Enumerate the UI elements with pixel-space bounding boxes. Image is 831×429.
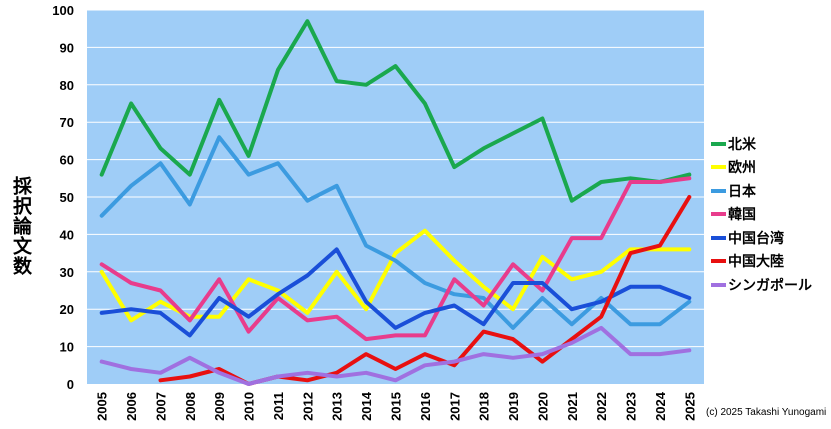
legend-item: 中国台湾 — [711, 226, 812, 250]
x-tick-label: 2023 — [624, 392, 639, 421]
legend-label: シンガポール — [728, 277, 812, 294]
series-line — [99, 176, 692, 342]
y-tick-label: 40 — [60, 227, 74, 242]
x-tick-label: 2008 — [183, 392, 198, 421]
x-tick-label: 2017 — [447, 392, 462, 421]
legend-label: 日本 — [728, 183, 756, 200]
series-line — [99, 135, 692, 330]
x-tick-label: 2021 — [565, 392, 580, 421]
x-tick-label: 2025 — [682, 392, 697, 421]
x-tick-label: 2016 — [418, 392, 433, 421]
x-tick-label: 2022 — [594, 392, 609, 421]
y-tick-label: 30 — [60, 265, 74, 280]
legend-swatch — [711, 282, 726, 287]
series-lines — [99, 19, 692, 386]
x-tick-label: 2020 — [535, 392, 550, 421]
legend-swatch — [711, 259, 726, 264]
x-tick-label: 2006 — [124, 392, 139, 421]
x-tick-label: 2010 — [242, 392, 257, 421]
legend-swatch — [711, 141, 726, 146]
x-axis-ticks: 2005 2006 2007 2008 2009 2010 2011 2012 2013 2014… — [95, 391, 698, 421]
x-tick-label: 2024 — [653, 391, 668, 421]
series-line — [99, 19, 692, 203]
legend-item: 北米 — [711, 132, 812, 156]
x-tick-label: 2009 — [212, 392, 227, 421]
series-line — [99, 247, 692, 338]
gridlines — [87, 9, 704, 348]
x-tick-label: 2005 — [95, 392, 110, 421]
y-tick-label: 50 — [60, 190, 74, 205]
y-axis-ticks: 0 10 20 30 40 50 60 70 80 90 100 — [52, 3, 74, 392]
legend-item: 中国大陸 — [711, 250, 812, 274]
legend-item: シンガポール — [711, 273, 812, 297]
x-tick-label: 2014 — [359, 391, 374, 421]
legend-swatch — [711, 212, 726, 217]
y-axis-label: 採択論文数 — [10, 176, 32, 276]
series-line — [99, 228, 692, 323]
legend-item: 欧州 — [711, 156, 812, 180]
legend-label: 韓国 — [728, 207, 756, 224]
copyright-notice: (c) 2025 Takashi Yunogami — [706, 407, 827, 418]
legend-swatch — [711, 235, 726, 240]
y-tick-label: 20 — [60, 302, 74, 317]
legend-label: 欧州 — [728, 160, 756, 177]
legend-label: 中国大陸 — [728, 254, 784, 271]
legend: 北米欧州日本韓国中国台湾中国大陸シンガポール — [711, 132, 812, 297]
y-tick-label: 10 — [60, 340, 74, 355]
y-tick-label: 80 — [60, 78, 74, 93]
series-line — [99, 325, 692, 386]
legend-item: 日本 — [711, 179, 812, 203]
y-tick-label: 70 — [60, 115, 74, 130]
x-tick-label: 2013 — [330, 392, 345, 421]
x-tick-label: 2012 — [300, 392, 315, 421]
legend-swatch — [711, 165, 726, 170]
legend-label: 中国台湾 — [728, 230, 784, 247]
legend-swatch — [711, 188, 726, 193]
x-tick-label: 2007 — [153, 392, 168, 421]
legend-item: 韓国 — [711, 203, 812, 227]
legend-label: 北米 — [728, 136, 756, 153]
x-tick-label: 2018 — [477, 392, 492, 421]
x-tick-label: 2015 — [389, 392, 404, 421]
y-tick-label: 100 — [52, 3, 74, 18]
y-tick-label: 0 — [67, 377, 74, 392]
x-tick-label: 2011 — [271, 392, 286, 420]
y-tick-label: 90 — [60, 40, 74, 55]
x-tick-label: 2019 — [506, 392, 521, 421]
y-tick-label: 60 — [60, 153, 74, 168]
